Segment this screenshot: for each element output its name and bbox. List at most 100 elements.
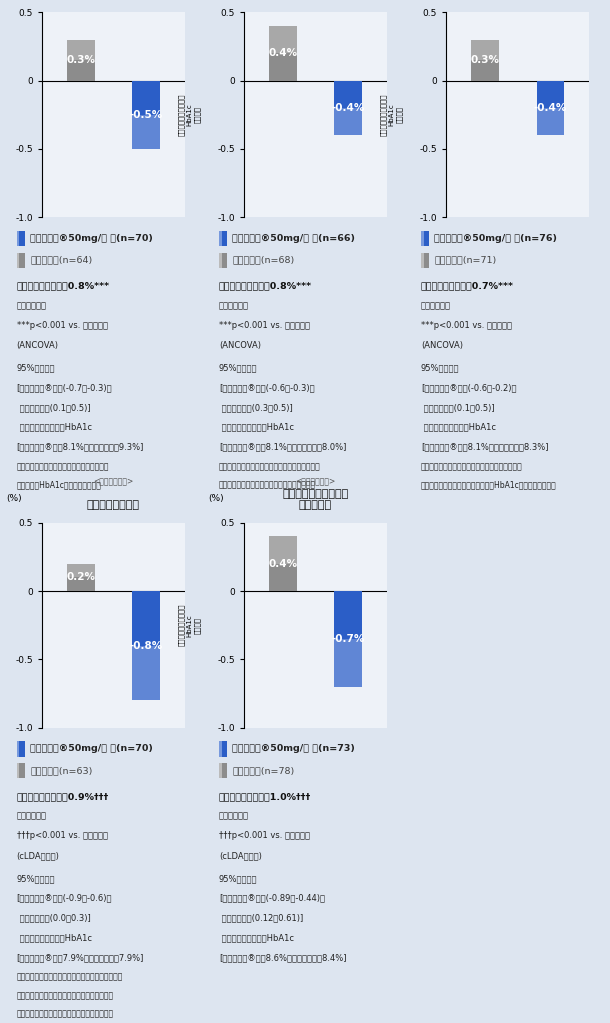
Text: 95%信頼区間: 95%信頼区間 xyxy=(219,874,257,883)
Text: ベースライン時平均HbA1c: ベースライン時平均HbA1c xyxy=(16,422,92,432)
Bar xyxy=(16,763,25,779)
Text: ***p<0.001 vs. プラセボ群: ***p<0.001 vs. プラセボ群 xyxy=(421,321,512,330)
Bar xyxy=(219,742,221,756)
Text: プラセボ群(n=64): プラセボ群(n=64) xyxy=(30,256,92,265)
Text: プラセボ群：(0.1，0.5)]: プラセボ群：(0.1，0.5)] xyxy=(16,403,90,412)
Text: プラセボ群との差：0.8%***: プラセボ群との差：0.8%*** xyxy=(219,281,312,291)
Text: [ジャヌビア®群：7.9%，プラセボ群：7.9%]: [ジャヌビア®群：7.9%，プラセボ群：7.9%] xyxy=(16,953,144,962)
Text: プラセボ群(n=71): プラセボ群(n=71) xyxy=(434,256,497,265)
Text: 速効型インスリン分泌
促進薬併用: 速効型インスリン分泌 促進薬併用 xyxy=(282,489,349,510)
Bar xyxy=(16,742,25,756)
Text: プラセボ群：(0.3，0.5)]: プラセボ群：(0.3，0.5)] xyxy=(219,403,293,412)
Text: -0.5%: -0.5% xyxy=(129,109,163,120)
Bar xyxy=(269,536,296,564)
Bar xyxy=(334,81,362,135)
Text: 最小二乗平均: 最小二乗平均 xyxy=(219,811,249,820)
Text: [ジャヌビア®群：(-0.9，-0.6)、: [ジャヌビア®群：(-0.9，-0.6)、 xyxy=(16,894,112,902)
Text: ジャヌビア®50mg/日 群(n=66): ジャヌビア®50mg/日 群(n=66) xyxy=(232,234,355,242)
Bar xyxy=(421,253,429,268)
Text: 最小二乗平均: 最小二乗平均 xyxy=(421,301,451,310)
Bar xyxy=(219,231,221,246)
Text: ベースライン時からの
HbA1c
の変化量: ベースライン時からの HbA1c の変化量 xyxy=(178,604,201,647)
Text: †††p<0.001 vs. プラセボ群: †††p<0.001 vs. プラセボ群 xyxy=(219,832,310,841)
Bar xyxy=(269,536,296,591)
Bar xyxy=(269,26,296,81)
Bar xyxy=(219,763,221,779)
Text: ベースライン時平均HbA1c: ベースライン時平均HbA1c xyxy=(421,422,496,432)
Text: (cLDAモデル): (cLDAモデル) xyxy=(16,851,60,860)
Text: 投与及び糖尿病前治療の有無を因子、ベース: 投与及び糖尿病前治療の有無を因子、ベース xyxy=(16,462,109,472)
Text: [ジャヌビア®群：(-0.89，-0.44)、: [ジャヌビア®群：(-0.89，-0.44)、 xyxy=(219,894,325,902)
Text: プラセボ群との差：0.8%***: プラセボ群との差：0.8%*** xyxy=(16,281,110,291)
Text: -0.4%: -0.4% xyxy=(331,103,365,113)
Text: 最小二乗平均: 最小二乗平均 xyxy=(16,811,46,820)
Text: -0.8%: -0.8% xyxy=(129,640,163,651)
Text: 投与群、期間（カテゴリー変数）、期間と投与群の: 投与群、期間（カテゴリー変数）、期間と投与群の xyxy=(16,973,123,982)
Text: プラセボ群：(0.1，0.5)]: プラセボ群：(0.1，0.5)] xyxy=(421,403,495,412)
Text: ベースライン時平均HbA1c: ベースライン時平均HbA1c xyxy=(16,933,92,942)
Bar xyxy=(67,564,95,591)
Text: プラセボ群：(0.0，0.3)]: プラセボ群：(0.0，0.3)] xyxy=(16,914,90,923)
Text: プラセボ群(n=68): プラセボ群(n=68) xyxy=(232,256,295,265)
Text: 0.3%: 0.3% xyxy=(66,55,95,65)
Bar xyxy=(334,107,362,135)
Text: -0.4%: -0.4% xyxy=(534,103,567,113)
Text: ジャヌビア®50mg/日 群(n=73): ジャヌビア®50mg/日 群(n=73) xyxy=(232,745,355,753)
Text: (%): (%) xyxy=(208,494,224,502)
Bar xyxy=(334,591,362,686)
Text: 経口血糖降下薬の使用の有無を共変量とした。: 経口血糖降下薬の使用の有無を共変量とした。 xyxy=(219,481,316,489)
Bar xyxy=(219,253,221,268)
Bar xyxy=(67,564,95,577)
Bar xyxy=(219,253,227,268)
Text: ***p<0.001 vs. プラセボ群: ***p<0.001 vs. プラセボ群 xyxy=(16,321,107,330)
Text: 最小二乗平均: 最小二乗平均 xyxy=(219,301,249,310)
Text: プラセボ群：(0.12，0.61)]: プラセボ群：(0.12，0.61)] xyxy=(219,914,303,923)
Text: [ジャヌビア®群：(-0.7，-0.3)、: [ジャヌビア®群：(-0.7，-0.3)、 xyxy=(16,384,112,392)
Text: 投与群、メトホルミン以外の経口血糖降下薬の使: 投与群、メトホルミン以外の経口血糖降下薬の使 xyxy=(421,462,523,472)
Text: ベースライン時からの
HbA1c
の変化量: ベースライン時からの HbA1c の変化量 xyxy=(178,93,201,136)
Text: 95%信頼区間: 95%信頼区間 xyxy=(16,363,55,372)
Text: プラセボ群(n=63): プラセボ群(n=63) xyxy=(30,766,93,775)
Text: [ジャヌビア®群：8.1%，プラセボ群：9.3%]: [ジャヌビア®群：8.1%，プラセボ群：9.3%] xyxy=(16,443,144,451)
Bar xyxy=(334,639,362,686)
Text: 95%信頼区間: 95%信頼区間 xyxy=(16,874,55,883)
Text: 投与群、ベースライン時のピオグリタゾン以外の: 投与群、ベースライン時のピオグリタゾン以外の xyxy=(219,462,320,472)
Bar xyxy=(132,81,160,149)
Bar xyxy=(132,115,160,149)
Text: (cLDAモデル): (cLDAモデル) xyxy=(219,851,262,860)
Text: ベースライン時からの
HbA1c
の変化量: ベースライン時からの HbA1c の変化量 xyxy=(381,93,403,136)
Bar xyxy=(67,40,95,60)
Text: <副次評価項目>: <副次評価項目> xyxy=(295,477,336,486)
Text: ジャヌビア®50mg/日 群(n=70): ジャヌビア®50mg/日 群(n=70) xyxy=(30,745,153,753)
Bar xyxy=(219,742,227,756)
Text: ジャヌビア®50mg/日 群(n=76): ジャヌビア®50mg/日 群(n=76) xyxy=(434,234,558,242)
Bar xyxy=(472,40,499,81)
Text: [ジャヌビア®群：(-0.6，-0.2)、: [ジャヌビア®群：(-0.6，-0.2)、 xyxy=(421,384,517,392)
Text: 最小二乗平均: 最小二乗平均 xyxy=(16,301,46,310)
Bar xyxy=(537,81,564,135)
Text: 0.3%: 0.3% xyxy=(470,55,500,65)
Text: 0.4%: 0.4% xyxy=(268,559,298,569)
Text: プラセボ群との差：0.7%***: プラセボ群との差：0.7%*** xyxy=(421,281,514,291)
Bar xyxy=(421,231,429,246)
Bar xyxy=(421,231,424,246)
Text: †††p<0.001 vs. プラセボ群: †††p<0.001 vs. プラセボ群 xyxy=(16,832,107,841)
Bar xyxy=(67,40,95,81)
Bar xyxy=(219,231,227,246)
Text: (ANCOVA): (ANCOVA) xyxy=(219,341,260,350)
Text: ***p<0.001 vs. プラセボ群: ***p<0.001 vs. プラセボ群 xyxy=(219,321,310,330)
Text: 0.4%: 0.4% xyxy=(268,48,298,58)
Bar xyxy=(16,231,20,246)
Text: ライン時のHbA1cを共変量とした。: ライン時のHbA1cを共変量とした。 xyxy=(16,481,101,489)
Bar xyxy=(537,107,564,135)
Text: (ANCOVA): (ANCOVA) xyxy=(421,341,463,350)
Bar xyxy=(219,763,227,779)
Bar xyxy=(16,253,25,268)
Text: プラセボ群との差：1.0%†††: プラセボ群との差：1.0%††† xyxy=(219,792,311,801)
Text: 交互作用、ボグリボース以外の経口血糖降下薬: 交互作用、ボグリボース以外の経口血糖降下薬 xyxy=(16,991,114,999)
Bar xyxy=(421,253,424,268)
Bar xyxy=(16,253,20,268)
Text: の使用の有無、経口血糖降下の使用状況と投与: の使用の有無、経口血糖降下の使用状況と投与 xyxy=(16,1009,114,1018)
Text: (ANCOVA): (ANCOVA) xyxy=(16,341,59,350)
Text: ボグリボース併用: ボグリボース併用 xyxy=(87,500,140,510)
